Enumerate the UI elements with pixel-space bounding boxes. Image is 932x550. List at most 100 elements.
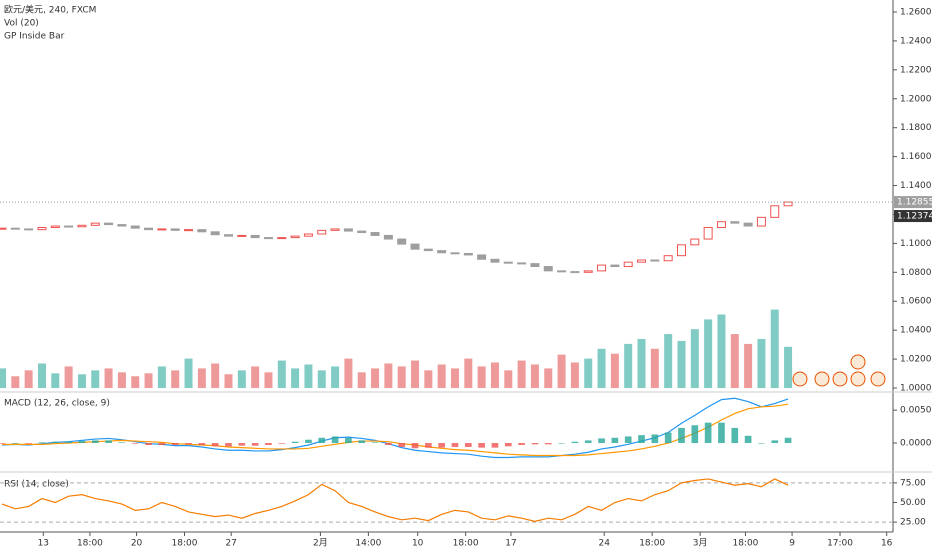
candle bbox=[543, 266, 553, 272]
histogram-bar bbox=[251, 443, 259, 446]
volume-bar bbox=[424, 370, 433, 388]
candle bbox=[303, 233, 313, 237]
volume-bar bbox=[650, 348, 659, 388]
price-tag bbox=[894, 210, 932, 223]
volume-bar bbox=[784, 346, 793, 388]
volume-bar bbox=[744, 343, 753, 388]
candle bbox=[24, 228, 34, 231]
x-tick-label: 27 bbox=[225, 539, 236, 549]
candle bbox=[144, 227, 154, 231]
histogram-bar bbox=[291, 441, 299, 444]
x-tick-label: 18:00 bbox=[77, 539, 103, 549]
histogram-bar bbox=[198, 443, 206, 445]
volume-bar bbox=[104, 368, 113, 388]
histogram-bar bbox=[358, 440, 366, 444]
candle bbox=[570, 271, 580, 274]
candle bbox=[184, 229, 194, 232]
histogram-bar bbox=[691, 425, 699, 444]
histogram-bar bbox=[438, 443, 445, 448]
y-tick-label: 1.20000 bbox=[900, 94, 932, 104]
volume-bar bbox=[584, 358, 593, 388]
histogram-bar bbox=[38, 442, 46, 444]
candle bbox=[10, 227, 20, 230]
y-tick-label: 1.22000 bbox=[900, 65, 932, 75]
volume-bar bbox=[624, 343, 633, 388]
candle bbox=[357, 230, 367, 234]
y-tick-label: 1.14000 bbox=[900, 181, 932, 191]
histogram-bar bbox=[411, 443, 419, 449]
candle bbox=[530, 263, 540, 268]
histogram-bar bbox=[145, 443, 152, 445]
histogram-bar bbox=[771, 440, 779, 444]
histogram-bar bbox=[265, 443, 272, 445]
histogram-bar bbox=[678, 427, 685, 444]
candle bbox=[330, 228, 340, 231]
volume-bar bbox=[277, 360, 286, 388]
histogram-bar bbox=[25, 443, 32, 444]
volume-bar bbox=[504, 370, 513, 388]
y-tick-label: 1.04000 bbox=[900, 326, 932, 336]
histogram-bar bbox=[518, 443, 525, 445]
volume-bar bbox=[530, 364, 539, 388]
volume-bar bbox=[117, 372, 126, 388]
price-tag-label: 1.12374 bbox=[897, 212, 932, 222]
volume-bar bbox=[397, 366, 406, 388]
histogram-bar bbox=[664, 432, 672, 444]
x-tick-label: 18:00 bbox=[453, 539, 479, 549]
candle bbox=[370, 232, 380, 236]
symbol-title: 欧元/美元, 240, FXCM bbox=[4, 4, 96, 16]
volume-bar bbox=[544, 368, 553, 388]
histogram-bar bbox=[718, 422, 725, 444]
price-tag-label: 1.12855 bbox=[897, 198, 932, 208]
histogram-bar bbox=[65, 441, 72, 444]
candle bbox=[263, 237, 273, 240]
histogram-bar bbox=[464, 443, 472, 447]
y-tick-label: 1.02000 bbox=[900, 355, 932, 365]
candle bbox=[277, 237, 287, 240]
volume-bar bbox=[437, 364, 446, 388]
volume-bar bbox=[251, 366, 260, 388]
candle bbox=[37, 226, 47, 231]
candle bbox=[383, 234, 393, 240]
x-tick-label: 18:00 bbox=[639, 539, 665, 549]
volume-bar bbox=[464, 358, 473, 388]
y-tick-label: 1.26000 bbox=[900, 8, 932, 18]
histogram-bar bbox=[305, 439, 312, 444]
x-tick-label: 18:00 bbox=[732, 539, 758, 549]
volume-bar bbox=[11, 376, 20, 388]
volume-bar bbox=[690, 329, 699, 388]
candle bbox=[650, 259, 660, 262]
volume-bar bbox=[517, 360, 526, 388]
candle bbox=[117, 224, 127, 227]
histogram-bar bbox=[331, 436, 339, 444]
volume-bar bbox=[344, 358, 353, 388]
histogram-bar bbox=[51, 441, 59, 444]
histogram-bar bbox=[531, 443, 539, 445]
histogram-bar bbox=[651, 434, 659, 444]
histogram-bar bbox=[238, 443, 246, 446]
y-tick-label: 1.16000 bbox=[900, 152, 932, 162]
volume-bar bbox=[704, 319, 713, 388]
volume-bar bbox=[51, 373, 60, 388]
volume-bar bbox=[91, 370, 100, 388]
candle bbox=[597, 264, 607, 272]
candle bbox=[503, 261, 513, 264]
volume-bar bbox=[610, 353, 619, 388]
candle bbox=[210, 231, 220, 236]
volume-bar bbox=[184, 358, 193, 388]
volume-bar bbox=[291, 368, 300, 388]
volume-bar bbox=[677, 340, 686, 388]
volume-bar bbox=[131, 376, 140, 388]
volume-bar bbox=[597, 348, 606, 388]
volume-bar bbox=[171, 370, 180, 388]
histogram-bar bbox=[704, 422, 712, 444]
x-tick-label: 14:00 bbox=[355, 539, 381, 549]
candle bbox=[463, 253, 473, 256]
candle bbox=[783, 201, 793, 207]
event-icons bbox=[792, 354, 886, 387]
x-tick-label: 10 bbox=[412, 539, 424, 549]
x-tick-label: 17 bbox=[505, 539, 516, 549]
histogram-bar bbox=[451, 443, 459, 447]
